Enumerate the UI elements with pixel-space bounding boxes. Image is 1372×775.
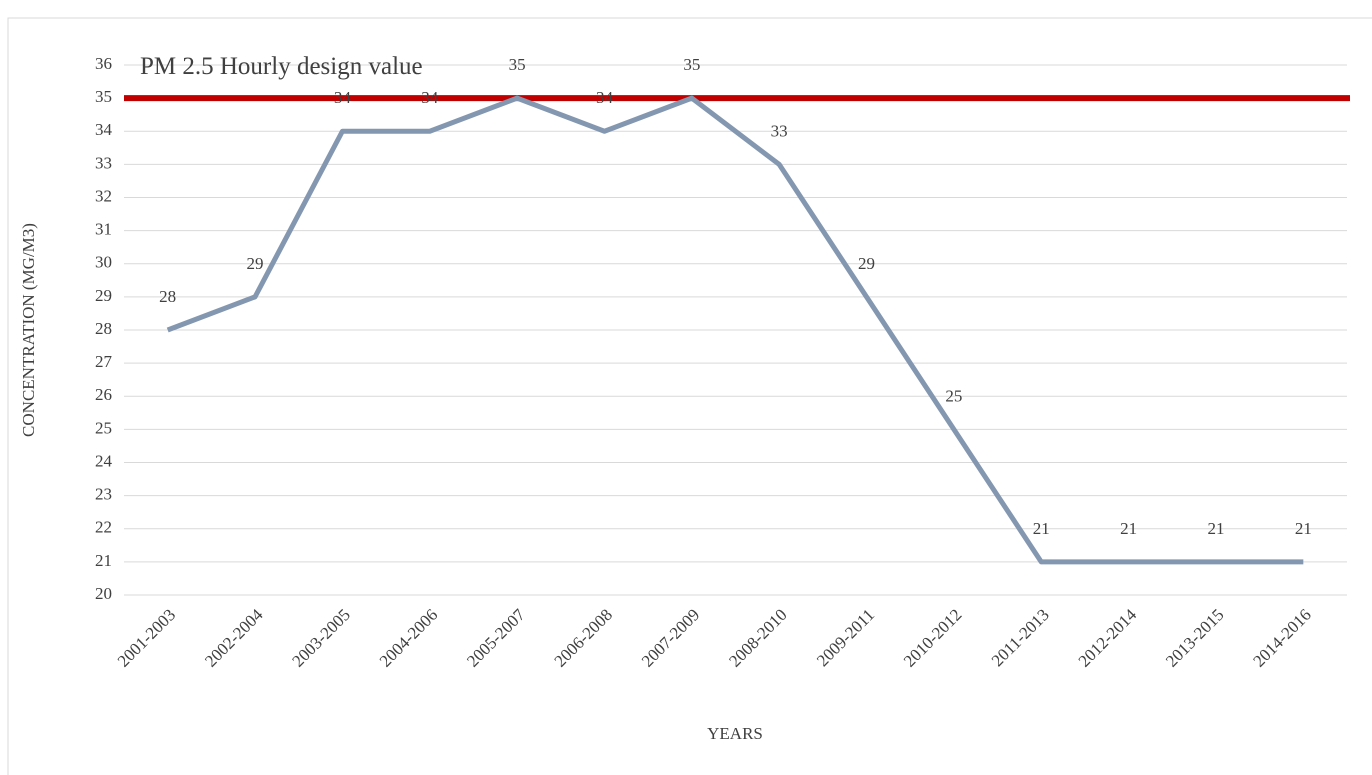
x-tick-label: 2001-2003 [114,605,180,671]
y-tick-label: 30 [95,253,112,272]
data-label: 21 [1033,519,1050,538]
x-tick-label: 2011-2013 [988,605,1053,670]
y-tick-label: 22 [95,518,112,537]
data-label: 35 [683,55,700,74]
x-tick-label: 2006-2008 [551,605,617,671]
y-axis-label: CONCENTRATION (MG/M3) [19,223,38,437]
data-label: 28 [159,287,176,306]
data-label: 25 [945,386,962,405]
data-label: 34 [334,88,352,107]
y-tick-label: 33 [95,153,112,172]
y-tick-label: 35 [95,87,112,106]
y-tick-label: 36 [95,54,112,73]
data-label: 21 [1295,519,1312,538]
data-label: 21 [1120,519,1137,538]
data-label: 29 [858,254,875,273]
x-tick-label: 2009-2011 [813,605,878,670]
y-tick-label: 24 [95,451,113,470]
y-tick-label: 34 [95,120,113,139]
data-line [166,95,1304,565]
data-label: 21 [1207,519,1224,538]
data-label: 35 [509,55,526,74]
x-tick-label: 2003-2005 [288,605,354,671]
x-tick-label: 2002-2004 [201,605,267,671]
y-tick-label: 32 [95,186,112,205]
data-label: 29 [247,254,264,273]
data-label: 34 [421,88,439,107]
x-tick-label: 2014-2016 [1249,605,1315,671]
x-axis-label: YEARS [707,724,763,743]
x-tick-label: 2005-2007 [463,605,529,671]
y-tick-label: 23 [95,485,112,504]
y-tick-label: 25 [95,418,112,437]
x-tick-label: 2010-2012 [900,605,966,671]
y-tick-label: 28 [95,319,112,338]
x-tick-label: 2007-2009 [638,605,704,671]
y-tick-label: 27 [95,352,113,371]
x-tick-label: 2008-2010 [725,605,791,671]
reference-label: PM 2.5 Hourly design value [140,53,423,80]
x-tick-label: 2004-2006 [376,605,442,671]
x-tick-label: 2013-2015 [1162,605,1228,671]
x-tick-label: 2012-2014 [1075,605,1141,671]
y-tick-label: 31 [95,220,112,239]
y-tick-label: 29 [95,286,112,305]
chart-border [7,17,1372,775]
y-tick-label: 20 [95,584,112,603]
y-tick-label: 26 [95,385,112,404]
data-label: 33 [771,121,788,140]
data-label: 34 [596,88,614,107]
y-tick-label: 21 [95,551,112,570]
